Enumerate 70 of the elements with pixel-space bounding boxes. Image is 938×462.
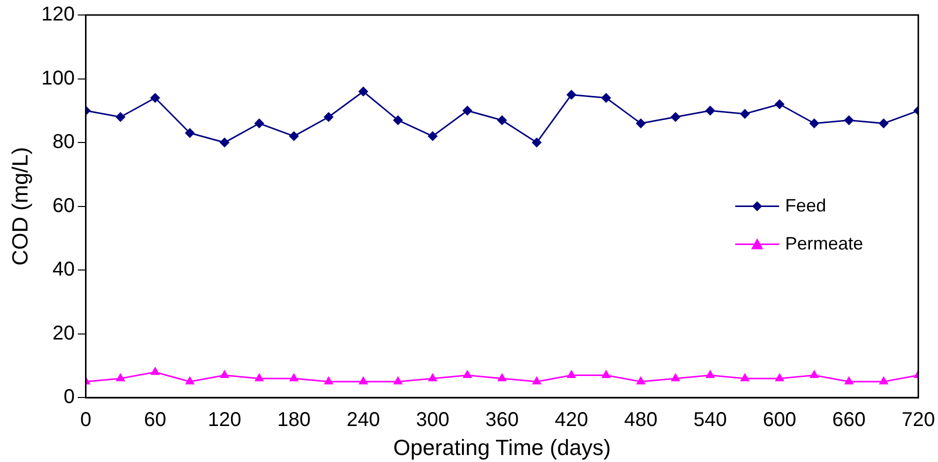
x-tick-label: 480 bbox=[624, 409, 658, 432]
x-tick-label: 600 bbox=[762, 409, 796, 432]
point bbox=[254, 118, 264, 128]
point bbox=[844, 115, 854, 126]
point bbox=[220, 138, 230, 148]
point bbox=[220, 370, 230, 378]
point bbox=[705, 106, 716, 116]
point bbox=[324, 376, 334, 384]
x-tick-label: 540 bbox=[693, 409, 727, 432]
point bbox=[636, 118, 646, 128]
y-axis-title: COD (mg/L) bbox=[7, 147, 32, 266]
point bbox=[116, 372, 126, 382]
point bbox=[497, 372, 507, 382]
point bbox=[532, 376, 542, 384]
point bbox=[740, 372, 750, 382]
x-tick-label: 300 bbox=[416, 409, 450, 432]
y-tick-label: 40 bbox=[52, 258, 75, 281]
point bbox=[184, 128, 195, 138]
point bbox=[254, 372, 264, 382]
point bbox=[566, 90, 576, 100]
point bbox=[150, 92, 160, 103]
point bbox=[324, 112, 334, 122]
point bbox=[497, 115, 508, 126]
point bbox=[878, 118, 889, 128]
point bbox=[392, 115, 403, 126]
point bbox=[358, 376, 368, 384]
point bbox=[705, 370, 715, 378]
x-tick-label: 0 bbox=[80, 409, 92, 432]
point bbox=[740, 108, 750, 119]
point bbox=[636, 376, 646, 384]
point bbox=[462, 370, 472, 378]
x-tick-label: 420 bbox=[554, 409, 588, 432]
point bbox=[185, 376, 195, 384]
x-tick-label: 120 bbox=[208, 409, 242, 432]
y-tick-label: 0 bbox=[64, 386, 75, 408]
y-tick-label: 20 bbox=[52, 322, 75, 344]
point bbox=[428, 131, 438, 142]
point bbox=[532, 138, 542, 148]
point bbox=[774, 372, 784, 382]
point bbox=[878, 376, 888, 384]
point bbox=[809, 370, 820, 378]
point bbox=[393, 376, 403, 384]
point bbox=[358, 86, 368, 97]
point bbox=[288, 131, 299, 142]
point bbox=[115, 112, 126, 122]
point bbox=[289, 372, 299, 382]
point bbox=[774, 99, 785, 110]
x-axis-title: Operating Time (days) bbox=[393, 434, 611, 460]
point bbox=[670, 112, 680, 122]
y-tick-label: 100 bbox=[41, 67, 75, 90]
x-tick-label: 720 bbox=[902, 409, 936, 432]
x-tick-label: 360 bbox=[485, 409, 519, 432]
legend-label: Permeate bbox=[785, 233, 864, 254]
y-tick-label: 120 bbox=[41, 4, 75, 26]
point bbox=[809, 118, 820, 128]
point bbox=[462, 106, 472, 116]
y-tick-label: 80 bbox=[52, 131, 75, 154]
point bbox=[566, 370, 576, 378]
x-tick-label: 660 bbox=[832, 409, 866, 432]
legend-label: Feed bbox=[785, 195, 826, 216]
x-tick-label: 180 bbox=[277, 409, 311, 432]
point bbox=[670, 372, 680, 382]
y-tick-label: 60 bbox=[52, 194, 75, 217]
x-tick-label: 60 bbox=[144, 409, 166, 432]
point bbox=[601, 92, 612, 103]
point bbox=[601, 370, 611, 378]
point bbox=[150, 366, 160, 375]
x-tick-label: 240 bbox=[346, 409, 380, 432]
point bbox=[844, 376, 854, 384]
point bbox=[428, 372, 438, 382]
